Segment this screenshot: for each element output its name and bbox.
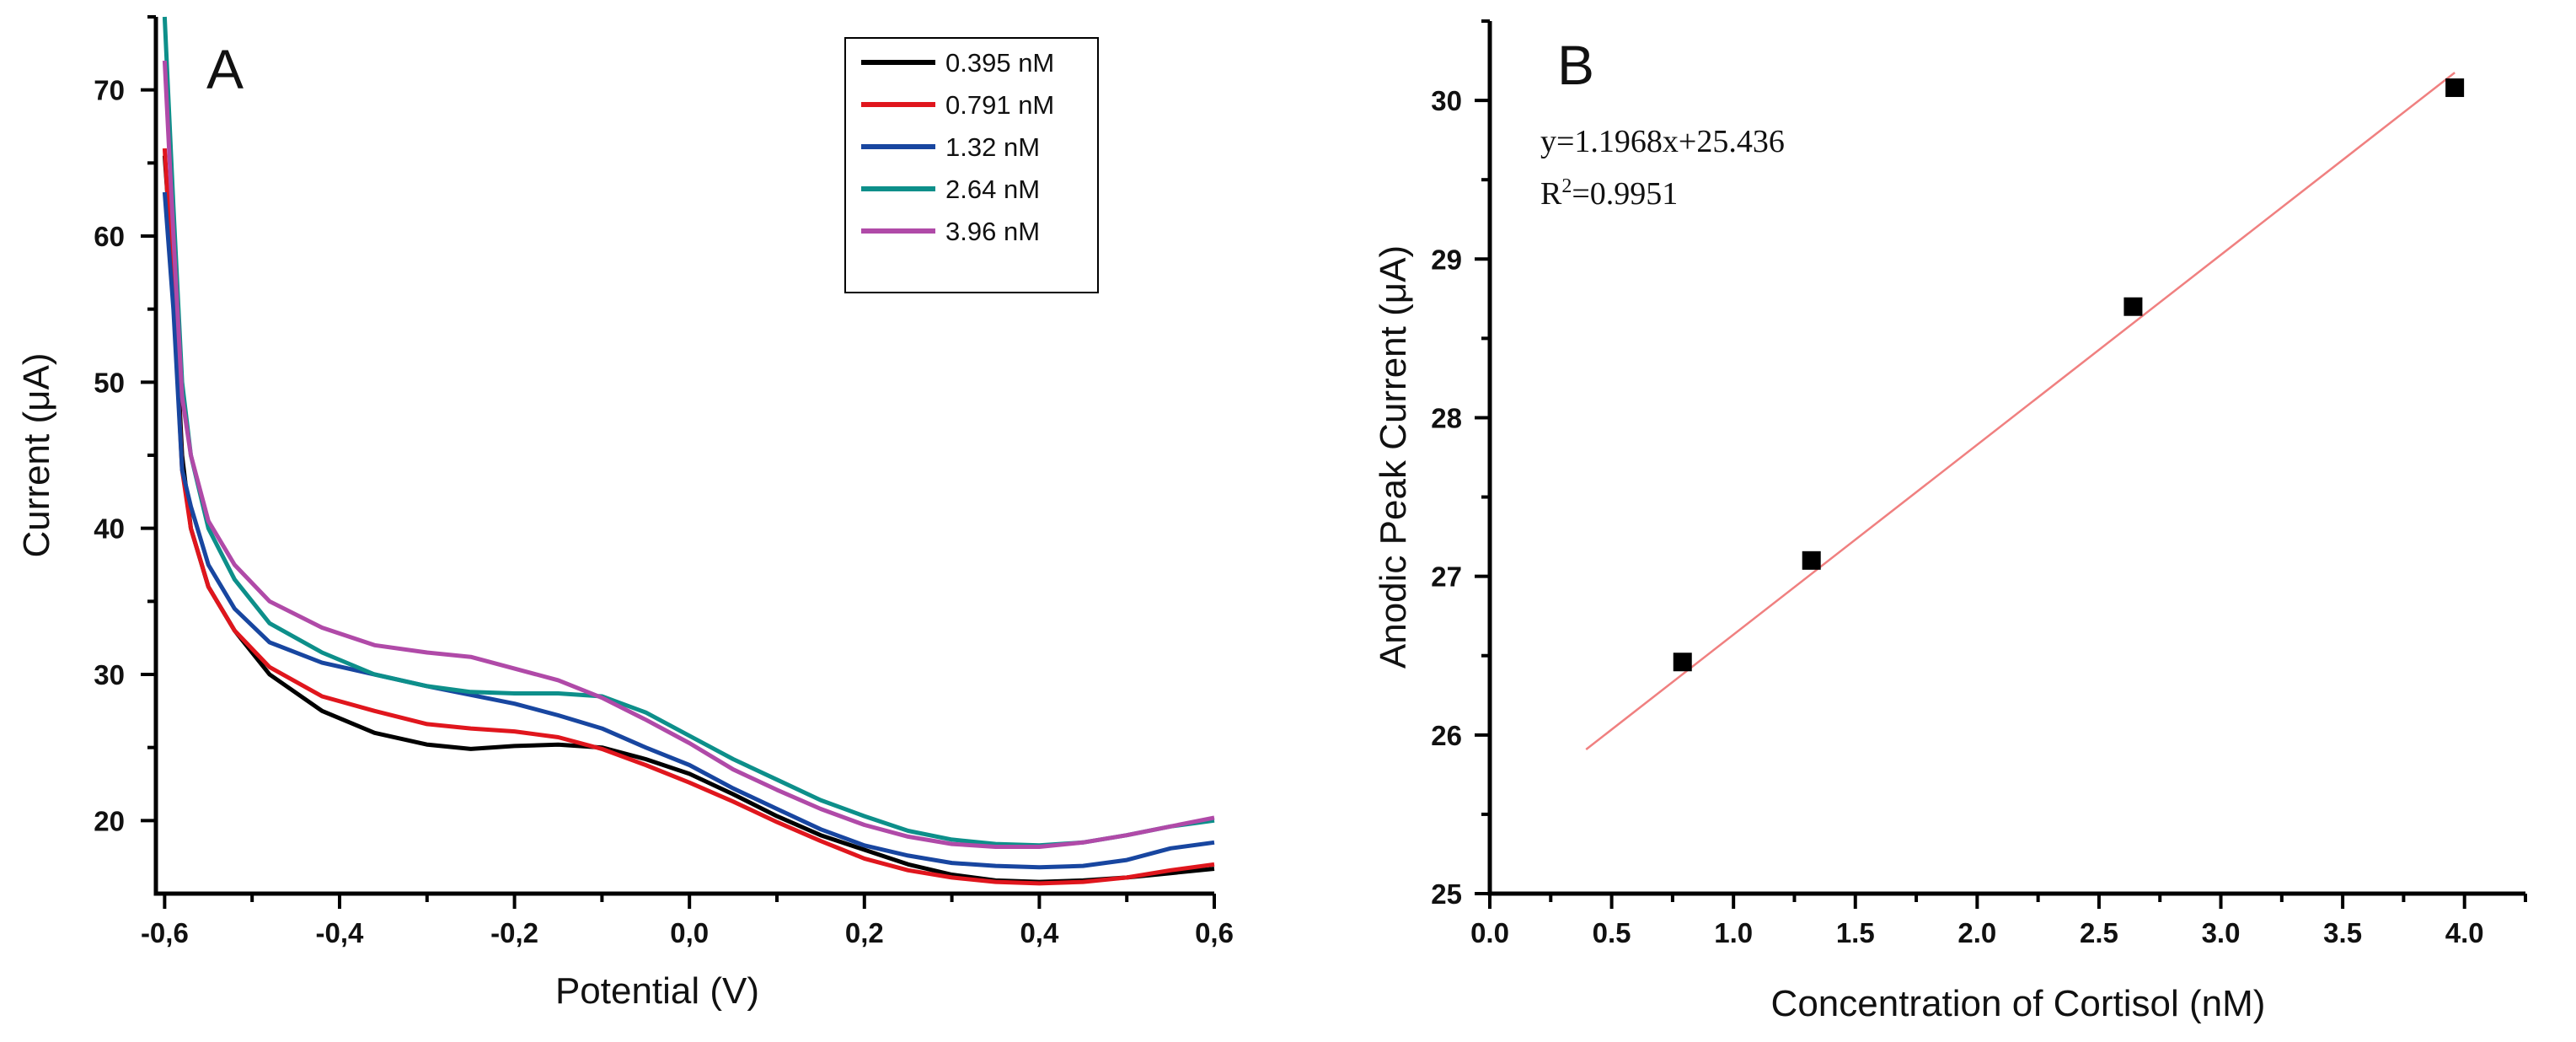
a-y-tick-label: 50	[94, 367, 125, 398]
a-x-tick-label: -0,6	[141, 917, 189, 948]
panel-a-y-ticks: 20 30 40 50 60 70	[94, 15, 156, 836]
panel-b-points	[1673, 78, 2465, 672]
series-line-1	[162, 148, 1215, 886]
a-y-tick-label: 60	[94, 221, 125, 252]
b-x-tick-label: 2.0	[1957, 917, 1996, 948]
legend-label-3: 2.64 nM	[945, 175, 1040, 204]
data-point-0	[1673, 653, 1692, 672]
panel-b-x-axis-title: Concentration of Cortisol (nM)	[1771, 983, 2266, 1024]
a-x-tick-label: -0,4	[316, 917, 365, 948]
panel-a-x-ticks: -0,6 -0,4 -0,2 0,0 0,2 0,4 0,6	[141, 894, 1234, 948]
a-y-tick-label: 30	[94, 659, 125, 690]
a-x-tick-label: 0,2	[845, 917, 884, 948]
b-x-tick-label: 2.5	[2080, 917, 2118, 948]
data-point-2	[2123, 297, 2143, 316]
panel-a-letter: A	[206, 38, 244, 100]
a-x-tick-label: 0,0	[670, 917, 709, 948]
legend-box	[844, 37, 1099, 293]
b-y-tick-label: 25	[1431, 878, 1462, 910]
b-y-tick-label: 27	[1431, 561, 1462, 593]
panel-b-y-ticks: 25 26 27 28 29 30	[1431, 19, 1490, 910]
b-y-tick-label: 26	[1431, 720, 1462, 751]
r-squared: R2=0.9951	[1540, 175, 1678, 212]
legend-label-4: 3.96 nM	[945, 217, 1040, 246]
series-line-4	[162, 60, 1215, 849]
b-x-tick-label: 0.5	[1593, 917, 1631, 948]
data-point-3	[2445, 78, 2465, 98]
legend-label-2: 1.32 nM	[945, 132, 1040, 162]
panel-a-legend: 0.395 nM 0.791 nM 1.32 nM 2.64 nM 3.96 nM	[844, 37, 1099, 293]
panel-a-x-axis-title: Potential (V)	[555, 970, 759, 1012]
data-point-1	[1802, 551, 1821, 570]
a-y-tick-label: 20	[94, 805, 125, 836]
b-x-tick-label: 0.0	[1470, 917, 1509, 948]
b-y-tick-label: 28	[1431, 402, 1462, 433]
a-x-tick-label: 0,6	[1195, 917, 1234, 948]
a-x-tick-label: -0,2	[490, 917, 538, 948]
r-sup: 2	[1561, 175, 1572, 197]
b-x-tick-label: 1.0	[1714, 917, 1753, 948]
panel-b-y-axis-title: Anodic Peak Current (μA)	[1373, 245, 1414, 669]
panel-b-calibration: 0.0 0.5 1.0 1.5 2.0 2.5 3.0 3.5 4.0 25 26 27 28 29 30…	[1373, 19, 2527, 1024]
panel-a-series-group	[162, 16, 1215, 886]
legend-label-0: 0.395 nM	[945, 48, 1054, 78]
series-line-2	[162, 191, 1215, 870]
fit-equation: y=1.1968x+25.436	[1540, 124, 1785, 159]
legend-label-1: 0.791 nM	[945, 90, 1054, 120]
a-y-tick-label: 40	[94, 513, 125, 545]
b-x-tick-label: 1.5	[1836, 917, 1875, 948]
a-x-tick-label: 0,4	[1020, 917, 1059, 948]
a-y-tick-label: 70	[94, 75, 125, 106]
r-label: R	[1540, 176, 1562, 212]
fit-line	[1585, 72, 2456, 750]
b-x-tick-label: 3.5	[2323, 917, 2362, 948]
b-y-tick-label: 29	[1431, 244, 1462, 275]
panel-a-y-axis-title: Current (μA)	[16, 353, 57, 558]
b-y-tick-label: 30	[1431, 85, 1462, 116]
r-value: =0.9951	[1572, 176, 1678, 212]
b-x-tick-label: 4.0	[2445, 917, 2484, 948]
panel-b-letter: B	[1557, 34, 1594, 96]
series-line-3	[162, 16, 1215, 848]
b-x-tick-label: 3.0	[2202, 917, 2241, 948]
panel-b-x-ticks: 0.0 0.5 1.0 1.5 2.0 2.5 3.0 3.5 4.0	[1470, 894, 2527, 948]
